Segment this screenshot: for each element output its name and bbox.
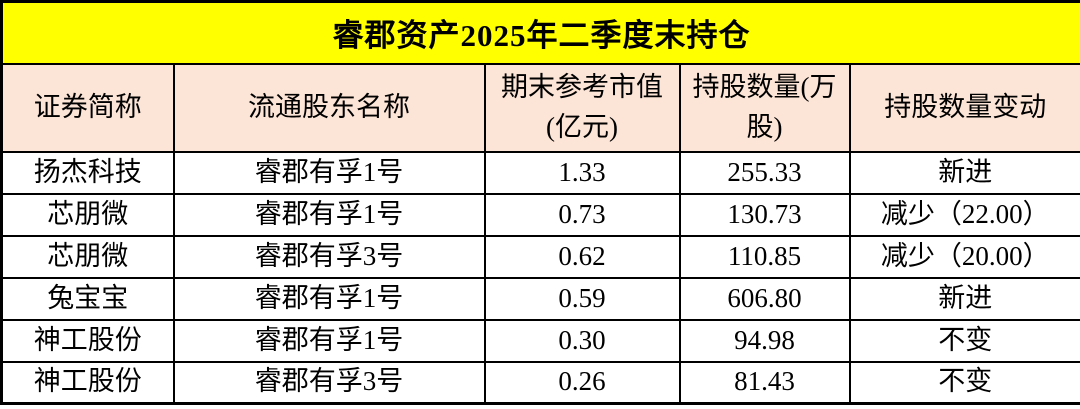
column-header-security-name: 证券简称 [0,62,175,153]
table-row: 神工股份 睿郡有孚1号 0.30 94.98 不变 [0,318,1080,363]
cell-market-value: 0.30 [483,318,681,363]
cell-shareholder-name: 睿郡有孚1号 [172,150,486,195]
column-header-share-change: 持股数量变动 [848,62,1080,153]
column-header-share-count: 持股数量(万 股) [678,62,851,153]
cell-share-change: 不变 [848,318,1080,363]
cell-shareholder-name: 睿郡有孚1号 [172,276,486,321]
cell-share-count: 606.80 [678,276,851,321]
cell-shareholder-name: 睿郡有孚3号 [172,360,486,405]
cell-share-count: 255.33 [678,150,851,195]
cell-market-value: 0.59 [483,276,681,321]
column-header-shareholder-name: 流通股东名称 [172,62,486,153]
table-row: 芯朋微 睿郡有孚3号 0.62 110.85 减少（20.00） [0,234,1080,279]
cell-security-name: 扬杰科技 [0,150,175,195]
cell-share-count: 110.85 [678,234,851,279]
cell-shareholder-name: 睿郡有孚1号 [172,318,486,363]
cell-security-name: 芯朋微 [0,234,175,279]
cell-market-value: 1.33 [483,150,681,195]
cell-share-change: 新进 [848,150,1080,195]
cell-market-value: 0.73 [483,192,681,237]
table-row: 芯朋微 睿郡有孚1号 0.73 130.73 减少（22.00） [0,192,1080,237]
cell-shareholder-name: 睿郡有孚1号 [172,192,486,237]
cell-share-change: 减少（22.00） [848,192,1080,237]
cell-share-count: 130.73 [678,192,851,237]
cell-market-value: 0.62 [483,234,681,279]
cell-share-change: 不变 [848,360,1080,405]
cell-market-value: 0.26 [483,360,681,405]
page-title: 睿郡资产2025年二季度末持仓 [0,0,1080,65]
cell-security-name: 芯朋微 [0,192,175,237]
header-row: 证券简称 流通股东名称 期末参考市值 (亿元) 持股数量(万 股) 持股数量变动 [0,62,1080,153]
cell-share-change: 新进 [848,276,1080,321]
cell-share-change: 减少（20.00） [848,234,1080,279]
table-row: 神工股份 睿郡有孚3号 0.26 81.43 不变 [0,360,1080,405]
cell-share-count: 94.98 [678,318,851,363]
cell-security-name: 神工股份 [0,318,175,363]
cell-security-name: 兔宝宝 [0,276,175,321]
table-row: 兔宝宝 睿郡有孚1号 0.59 606.80 新进 [0,276,1080,321]
cell-security-name: 神工股份 [0,360,175,405]
title-row: 睿郡资产2025年二季度末持仓 [0,0,1080,65]
cell-share-count: 81.43 [678,360,851,405]
cell-shareholder-name: 睿郡有孚3号 [172,234,486,279]
column-header-market-value: 期末参考市值 (亿元) [483,62,681,153]
table-row: 扬杰科技 睿郡有孚1号 1.33 255.33 新进 [0,150,1080,195]
